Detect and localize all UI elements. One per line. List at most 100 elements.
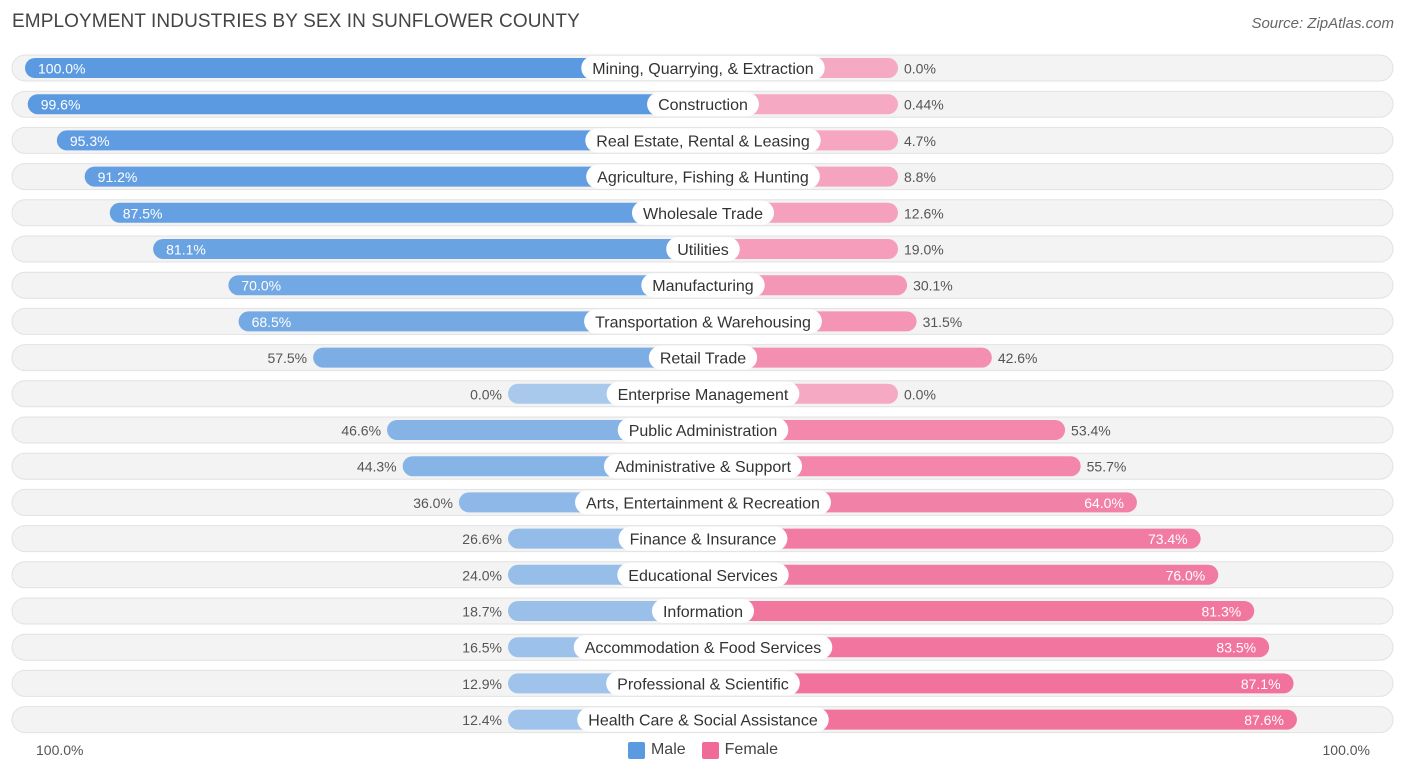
female-value-label: 73.4%	[1148, 531, 1188, 547]
female-bar	[703, 528, 1201, 549]
female-value-label: 81.3%	[1202, 604, 1242, 620]
male-value-label: 18.7%	[462, 604, 502, 620]
male-value-label: 81.1%	[166, 242, 206, 258]
chart-title: EMPLOYMENT INDUSTRIES BY SEX IN SUNFLOWE…	[12, 11, 580, 32]
category-label: Retail Trade	[660, 351, 746, 368]
category-label: Transportation & Warehousing	[595, 314, 811, 331]
female-bar	[703, 709, 1297, 730]
chart-row: 95.3% 4.7% Real Estate, Rental & Leasing	[11, 126, 1394, 154]
chart-row: 18.7% 81.3% Information	[11, 597, 1394, 625]
category-pill	[584, 309, 822, 334]
axis-right-label: 100.0%	[1322, 742, 1370, 758]
chart-row: 12.4% 87.6% Health Care & Social Assistanc…	[11, 706, 1394, 734]
chart-row: 12.9% 87.1% Professional & Scientific	[11, 669, 1394, 697]
chart-row: 91.2% 8.8% Agriculture, Fishing & Hunting	[11, 163, 1394, 191]
category-label: Agriculture, Fishing & Hunting	[597, 170, 809, 187]
category-pill	[651, 599, 755, 623]
chart-row: 0.0% 0.0% Enterprise Management	[11, 380, 1394, 408]
category-label: Educational Services	[628, 568, 777, 585]
category-pill	[606, 381, 800, 406]
category-label: Information	[663, 604, 743, 621]
category-pill	[647, 92, 759, 117]
female-value-label: 76.0%	[1166, 567, 1206, 583]
category-pill	[577, 707, 829, 732]
female-bar	[703, 420, 1066, 440]
chart-row: 44.3% 55.7% Administrative & Support	[11, 452, 1394, 480]
male-value-label: 26.6%	[462, 531, 502, 547]
female-value-label: 0.0%	[904, 61, 936, 77]
male-value-label: 0.0%	[470, 386, 502, 402]
male-value-label: 12.9%	[462, 676, 502, 692]
male-bar	[228, 275, 703, 296]
source-label: Source: ZipAtlas.com	[1251, 15, 1394, 32]
chart-row: 16.5% 83.5% Accommodation & Food Services	[11, 633, 1394, 661]
category-label: Finance & Insurance	[630, 532, 777, 549]
category-label: Mining, Quarrying, & Extraction	[592, 61, 813, 78]
female-bar	[703, 673, 1294, 694]
female-value-label: 87.6%	[1244, 712, 1284, 728]
female-value-label: 0.44%	[904, 97, 944, 113]
legend-swatch-female	[701, 741, 719, 759]
category-pill	[617, 418, 789, 442]
legend-item-male[interactable]: Male	[627, 741, 686, 759]
category-pill	[631, 200, 775, 225]
male-bar	[56, 130, 703, 151]
chart-row: 24.0% 76.0% Educational Services	[11, 561, 1394, 589]
male-bar	[27, 94, 704, 115]
female-value-label: 12.6%	[904, 205, 944, 221]
legend-label-male: Male	[650, 741, 686, 758]
female-value-label: 53.4%	[1071, 423, 1111, 439]
male-bar	[313, 347, 703, 368]
male-value-label: 16.5%	[462, 640, 502, 656]
female-value-label: 4.7%	[904, 133, 936, 149]
category-pill	[581, 56, 825, 80]
category-label: Professional & Scientific	[617, 676, 789, 693]
category-pill	[606, 671, 800, 696]
female-value-label: 19.0%	[904, 242, 944, 258]
male-value-label: 100.0%	[38, 61, 85, 77]
male-bar	[25, 58, 703, 78]
chart-row: 99.6% 0.44% Construction	[11, 90, 1394, 118]
male-value-label: 91.2%	[98, 169, 138, 185]
category-label: Public Administration	[629, 423, 778, 440]
female-bar	[703, 239, 898, 259]
male-value-label: 24.0%	[462, 567, 502, 583]
male-value-label: 95.3%	[70, 133, 110, 149]
category-pill	[641, 273, 765, 298]
chart-row: 87.5% 12.6% Wholesale Trade	[11, 199, 1394, 227]
male-bar	[109, 202, 703, 223]
category-label: Accommodation & Food Services	[585, 640, 822, 657]
chart-row: 26.6% 73.4% Finance & Insurance	[11, 525, 1394, 553]
female-bar	[703, 564, 1219, 585]
female-value-label: 87.1%	[1241, 676, 1281, 692]
axis-left-label: 100.0%	[36, 742, 84, 758]
male-value-label: 70.0%	[241, 278, 281, 294]
male-value-label: 99.6%	[41, 97, 81, 113]
male-value-label: 46.6%	[341, 423, 381, 439]
category-pill	[603, 454, 803, 479]
category-pill	[575, 490, 831, 515]
chart-row: 70.0% 30.1% Manufacturing	[11, 271, 1394, 299]
male-bar	[84, 166, 703, 187]
category-pill	[585, 128, 821, 153]
chart-row: 68.5% 31.5% Transportation & Warehousing	[11, 307, 1394, 335]
chart-row: 57.5% 42.6% Retail Trade	[11, 344, 1394, 372]
female-value-label: 31.5%	[923, 314, 963, 330]
male-value-label: 68.5%	[252, 314, 292, 330]
category-pill	[648, 345, 758, 370]
category-label: Health Care & Social Assistance	[588, 713, 818, 730]
category-label: Wholesale Trade	[643, 206, 763, 223]
male-value-label: 57.5%	[267, 350, 307, 366]
category-pill	[617, 562, 789, 587]
category-pill	[618, 526, 788, 551]
female-bar	[703, 601, 1255, 621]
female-value-label: 64.0%	[1084, 495, 1124, 511]
chart-row: 100.0% 0.0% Mining, Quarrying, & Extractio…	[11, 54, 1394, 82]
female-value-label: 42.6%	[998, 350, 1038, 366]
chart-row: 46.6% 53.4% Public Administration	[11, 416, 1394, 444]
female-bar	[703, 347, 992, 368]
chart-row: 36.0% 64.0% Arts, Entertainment & Recreati…	[11, 488, 1394, 516]
male-value-label: 44.3%	[357, 459, 397, 475]
category-label: Manufacturing	[652, 278, 753, 295]
legend-item-female[interactable]: Female	[701, 741, 778, 759]
